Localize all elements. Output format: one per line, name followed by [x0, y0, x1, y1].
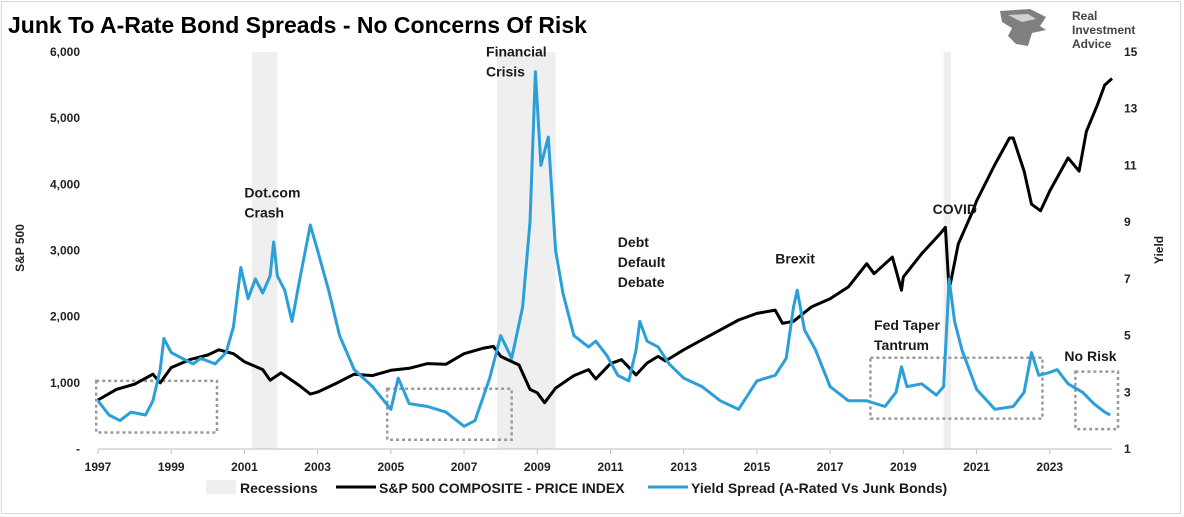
legend-label-yield-spread: Yield Spread (A-Rated Vs Junk Bonds): [691, 480, 947, 496]
logo-line-2: Investment: [1072, 23, 1135, 37]
dotted-boxes: [94, 356, 1120, 441]
y-right-tick-label-7: 7: [1124, 272, 1131, 286]
x-tick-label-2013: 2013: [670, 460, 697, 474]
y-axis-left-label: S&P 500: [13, 224, 27, 272]
logo: Real Investment Advice: [1000, 9, 1135, 51]
y-left-tick-label-3: 3,000: [50, 244, 80, 258]
legend-label-recessions: Recessions: [240, 480, 318, 496]
y-right-tick-label-15: 15: [1124, 45, 1138, 59]
y-left-tick-label-4: 4,000: [50, 177, 80, 191]
y-right-tick-label-13: 13: [1124, 102, 1138, 116]
sp500-line: [97, 77, 1114, 405]
tick-labels: 1997 1999 2001 2003 2005 2007 2009 2011 2013 2015…: [50, 45, 1138, 474]
annotation-4: Brexit: [775, 251, 815, 267]
x-tick-label-2021: 2021: [963, 460, 990, 474]
dotted-box-4: [1074, 370, 1120, 431]
y-left-tick-label-0: -: [76, 442, 80, 456]
annotation-5: COVID: [933, 201, 977, 217]
x-tick-label-2015: 2015: [744, 460, 771, 474]
y-right-tick-label-9: 9: [1124, 215, 1131, 229]
annotation-1: Dot.com Crash: [244, 185, 300, 221]
logo-line-3: Advice: [1072, 37, 1112, 51]
dotted-box-2: [385, 387, 513, 441]
annotation-2: Financial Crisis: [486, 44, 547, 80]
annotation-6: Fed Taper Tantrum: [874, 317, 940, 353]
logo-line-1: Real: [1072, 9, 1097, 23]
x-tick-label-2017: 2017: [817, 460, 844, 474]
dotted-box-3: [869, 356, 1044, 420]
x-tick-label-1997: 1997: [85, 460, 112, 474]
yield-spread-line: [96, 70, 1111, 428]
y-right-tick-label-1: 1: [1124, 442, 1131, 456]
y-right-tick-label-3: 3: [1124, 385, 1131, 399]
annotation-3: Debt Default Debate: [618, 234, 666, 290]
series-lines: [96, 70, 1114, 428]
y-right-tick-label-11: 11: [1124, 158, 1137, 172]
x-tick-label-2007: 2007: [451, 460, 478, 474]
y-left-tick-label-1: 1,000: [50, 376, 80, 390]
y-left-tick-label-5: 5,000: [50, 111, 80, 125]
x-tick-label-1999: 1999: [158, 460, 185, 474]
annotation-7: No Risk: [1064, 348, 1116, 364]
legend: Recessions S&P 500 COMPOSITE - PRICE IND…: [206, 480, 947, 496]
x-tick-label-2023: 2023: [1036, 460, 1063, 474]
y-right-tick-label-5: 5: [1124, 329, 1131, 343]
annotations: Dot.com Crash Financial Crisis Debt Default De…: [244, 44, 1116, 364]
x-tick-label-2003: 2003: [304, 460, 331, 474]
recession-bands: [251, 52, 951, 449]
y-left-tick-label-6: 6,000: [50, 45, 80, 59]
y-left-tick-label-2: 2,000: [50, 310, 80, 324]
x-tick-label-2019: 2019: [890, 460, 917, 474]
x-tick-label-2011: 2011: [597, 460, 623, 474]
x-tick-label-2009: 2009: [524, 460, 551, 474]
x-tick-label-2005: 2005: [378, 460, 405, 474]
legend-swatch-recessions: [206, 480, 236, 494]
eagle-icon: [1000, 9, 1046, 46]
chart-title: Junk To A-Rate Bond Spreads - No Concern…: [8, 12, 587, 38]
y-axis-right-label: Yield: [1152, 236, 1166, 264]
legend-label-sp500: S&P 500 COMPOSITE - PRICE INDEX: [379, 480, 625, 496]
x-tick-label-2001: 2001: [231, 460, 258, 474]
